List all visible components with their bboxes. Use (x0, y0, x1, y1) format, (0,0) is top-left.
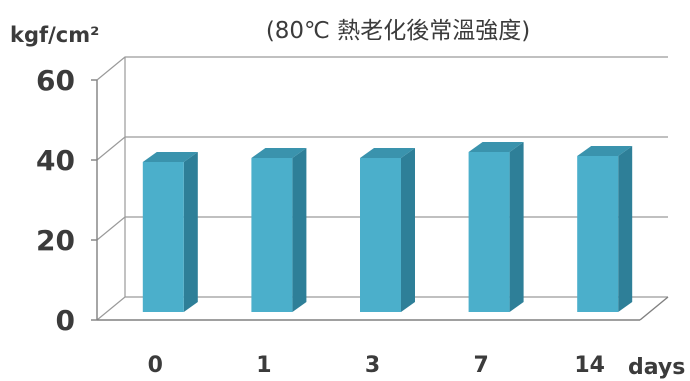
bar-side-1 (292, 148, 307, 312)
floor-right-edge (639, 296, 669, 321)
bar-top-1 (251, 148, 307, 158)
bar-top-7 (468, 142, 524, 152)
bars (142, 142, 633, 312)
bar-side-7 (509, 142, 524, 312)
bar-3 (360, 158, 401, 312)
bar-7 (468, 152, 510, 312)
bar-0 (142, 162, 184, 312)
y-tick-label-0: 0 (56, 304, 75, 337)
bar-side-3 (401, 148, 415, 312)
x-tick-label-1: 1 (256, 353, 271, 378)
chart-title: (80℃ 熱老化後常溫強度) (266, 18, 530, 44)
x-tick-label-14: 14 (574, 353, 605, 378)
gridline-60 (96, 56, 668, 81)
bar-side-0 (183, 152, 198, 312)
bar-group-0 (142, 152, 198, 312)
bar-group-14 (577, 146, 633, 312)
bar-14 (577, 156, 619, 312)
y-tick-label-40: 40 (36, 144, 75, 177)
bar-top-0 (142, 152, 198, 162)
bar-top-14 (577, 146, 633, 156)
bar-1 (251, 158, 293, 312)
x-axis-unit-label: days (628, 355, 685, 380)
x-tick-label-3: 3 (365, 353, 380, 378)
bar-group-7 (468, 142, 524, 312)
x-tick-label-0: 0 (148, 353, 163, 378)
axes (91, 57, 669, 321)
bar-top-3 (360, 148, 415, 158)
bar-side-14 (618, 146, 633, 312)
x-tick-label-7: 7 (473, 353, 488, 378)
bar-group-1 (251, 148, 307, 312)
y-tick-label-20: 20 (36, 224, 75, 257)
bar-group-3 (360, 148, 415, 312)
y-axis-unit-label: kgf/cm² (10, 23, 99, 47)
y-tick-label-60: 60 (36, 64, 75, 97)
